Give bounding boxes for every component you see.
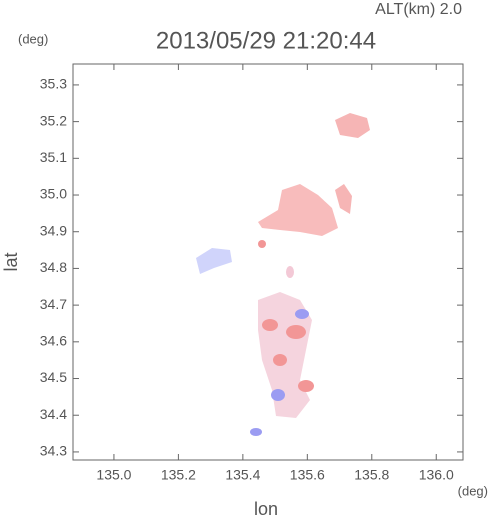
y-tick-label: 34.3: [40, 443, 67, 459]
x-tick-label: 135.4: [225, 467, 260, 483]
chart-title: 2013/05/29 21:20:44: [156, 27, 376, 54]
y-tick-label: 34.9: [40, 222, 67, 238]
y-tick-label: 35.2: [40, 112, 67, 128]
x-axis-label: lon: [254, 499, 278, 519]
x-tick-label: 135.6: [290, 467, 325, 483]
y-tick-label: 34.8: [40, 259, 67, 275]
y-tick-label: 34.7: [40, 296, 67, 312]
y-axis-label: lat: [1, 252, 21, 271]
plot-frame: [72, 63, 464, 461]
y-tick-label: 34.6: [40, 333, 67, 349]
altitude-label: ALT(km) 2.0: [375, 1, 462, 18]
y-tick-label: 35.3: [40, 76, 67, 92]
x-tick-label: 135.0: [96, 467, 131, 483]
x-unit: (deg): [458, 483, 488, 498]
y-tick-label: 34.5: [40, 369, 67, 385]
y-tick-label: 34.4: [40, 406, 67, 422]
x-tick-label: 135.8: [354, 467, 389, 483]
x-tick-label: 136.0: [419, 467, 454, 483]
y-tick-label: 35.1: [40, 149, 67, 165]
y-unit: (deg): [18, 31, 48, 46]
x-tick-label: 135.2: [161, 467, 196, 483]
y-tick-label: 35.0: [40, 186, 67, 202]
echo-regions: [196, 113, 370, 436]
